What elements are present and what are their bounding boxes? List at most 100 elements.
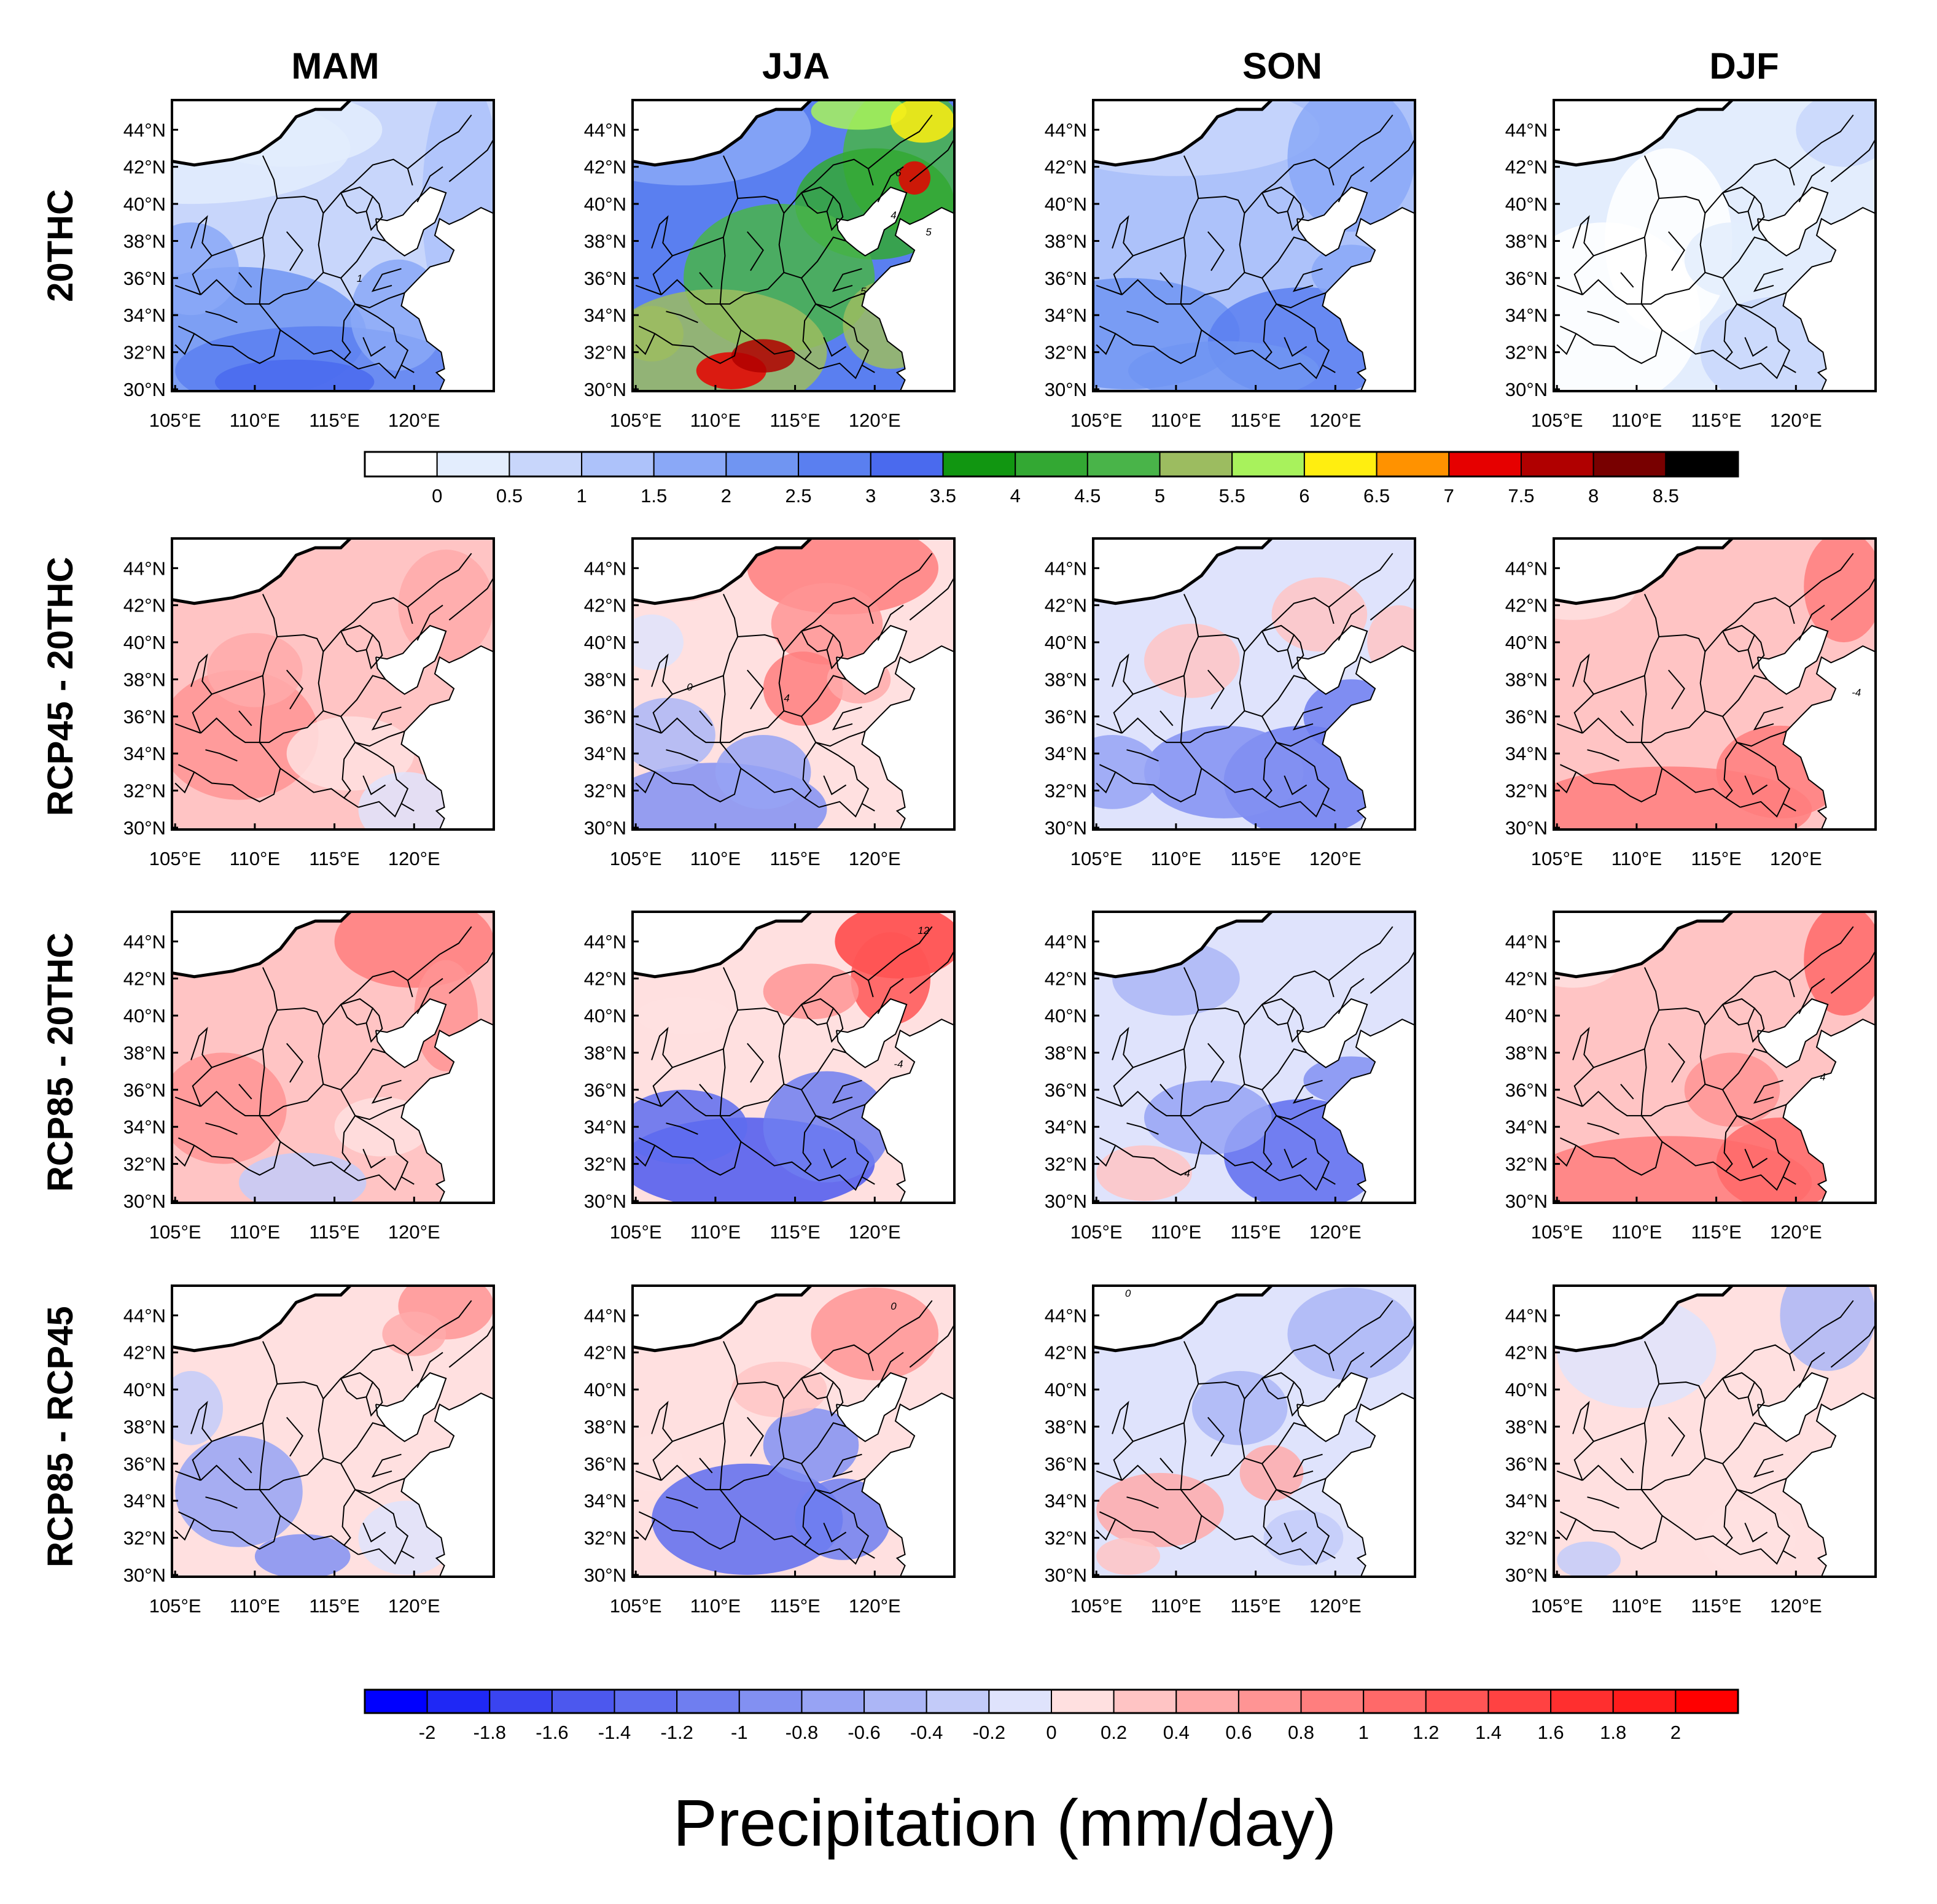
province-border: [1121, 1464, 1181, 1491]
province-border: [802, 1115, 817, 1172]
province-border: [1292, 1079, 1323, 1104]
colorbar-swatch: [1612, 1689, 1677, 1714]
colorbar-swatch: [988, 1689, 1053, 1714]
lat-tick-label: 38°N: [584, 1042, 626, 1063]
province-border: [868, 1300, 933, 1355]
panel-frame: [1092, 537, 1416, 831]
lat-tick-label: 30°N: [1505, 1564, 1548, 1586]
lat-tick-label: 36°N: [584, 706, 626, 728]
province-border: [358, 1174, 402, 1191]
province-border: [1789, 1300, 1854, 1355]
colorbar-label: 3: [865, 485, 876, 507]
field-patch: [286, 716, 415, 791]
province-border: [1798, 604, 1825, 641]
colorbar-label: 1: [1358, 1722, 1369, 1743]
colorbar-label: 8: [1588, 485, 1599, 507]
national-border: [633, 1286, 813, 1353]
field-patch: [238, 1152, 367, 1203]
province-border: [826, 1381, 844, 1417]
province-border: [1722, 624, 1756, 653]
province-border: [1559, 764, 1663, 802]
province-border: [877, 977, 904, 1014]
lat-tick-label: 42°N: [123, 157, 166, 178]
province-border: [1798, 166, 1825, 203]
province-border: [638, 325, 742, 364]
province-border: [1587, 749, 1619, 762]
province-border: [1370, 1324, 1415, 1368]
field-patch: [1605, 148, 1732, 334]
lat-tick-label: 42°N: [584, 595, 626, 616]
lat-tick-label: 36°N: [1045, 1453, 1087, 1475]
lon-tick-label: 120°E: [849, 410, 901, 431]
lat-tick-label: 40°N: [584, 1005, 626, 1027]
province-border: [1620, 1458, 1634, 1474]
colorbar-label: 1.6: [1538, 1722, 1564, 1743]
province-borders: [1093, 912, 1415, 1203]
province-border: [1740, 1548, 1784, 1565]
lat-tick-label: 30°N: [1045, 1564, 1087, 1586]
province-border: [1582, 1090, 1642, 1117]
lat-tick-label: 30°N: [584, 1191, 626, 1212]
lat-tick-label: 36°N: [584, 1453, 626, 1475]
field-patch: [172, 1370, 223, 1445]
province-border: [1736, 742, 1796, 812]
lat-tick-label: 44°N: [123, 1305, 166, 1326]
field-patch: [1557, 1541, 1621, 1577]
province-border: [1338, 166, 1365, 203]
bohai-sea: [836, 625, 907, 694]
province-border: [635, 723, 662, 734]
province-border: [635, 1470, 662, 1481]
field-patch: [652, 1463, 843, 1575]
province-border: [1370, 577, 1415, 621]
province-border: [1207, 1416, 1225, 1457]
coastline: [1322, 1392, 1415, 1577]
yellow-sea: [401, 208, 494, 391]
colorbar-label: 4.5: [1074, 485, 1101, 507]
coastline: [400, 206, 494, 391]
lat-tick-label: 38°N: [1045, 230, 1087, 252]
province-border: [1113, 236, 1185, 295]
coastline: [1322, 645, 1415, 830]
national-border: [1093, 912, 1273, 979]
lat-tick-label: 44°N: [1045, 119, 1087, 141]
province-border: [1338, 1351, 1365, 1388]
coastline: [1782, 645, 1876, 830]
colorbar-label: -2: [419, 1722, 436, 1743]
province-border: [358, 801, 402, 818]
province-border: [1328, 926, 1393, 981]
province-border: [1572, 653, 1594, 695]
province-border: [832, 268, 862, 292]
yellow-sea: [401, 1393, 494, 1577]
coastline: [1757, 186, 1829, 257]
province-border: [801, 236, 846, 279]
province-border: [1587, 1122, 1619, 1135]
lon-tick-label: 120°E: [1770, 1221, 1822, 1243]
lat-tick-label: 42°N: [584, 1342, 626, 1364]
yellow-sea: [862, 208, 954, 391]
province-border: [205, 749, 238, 762]
province-border: [190, 1401, 212, 1442]
yellow-sea: [1322, 646, 1415, 830]
field-patch: [891, 100, 954, 143]
colorbar-label: 5: [1155, 485, 1165, 507]
lat-tick-label: 40°N: [123, 632, 166, 653]
province-border: [747, 231, 764, 271]
lon-tick-label: 120°E: [1309, 410, 1362, 431]
lat-tick-label: 42°N: [1505, 968, 1548, 990]
precip-field: [1554, 912, 1876, 1203]
province-border: [1279, 362, 1323, 379]
lon-tick-label: 110°E: [690, 410, 741, 431]
province-borders: [172, 912, 494, 1203]
panel-frame: [1092, 911, 1416, 1204]
colorbar-label: 5.5: [1219, 485, 1245, 507]
colorbar-swatch: [364, 1689, 428, 1714]
province-border: [868, 926, 933, 981]
colorbar-swatch: [926, 1689, 990, 1714]
lat-tick-label: 44°N: [1505, 558, 1548, 579]
colorbar-swatch: [1086, 451, 1161, 477]
column-title-son: SON: [1242, 45, 1322, 87]
coastline: [375, 998, 447, 1068]
field-patch: [633, 306, 684, 362]
national-border: [1093, 1286, 1273, 1353]
province-border: [358, 362, 402, 379]
